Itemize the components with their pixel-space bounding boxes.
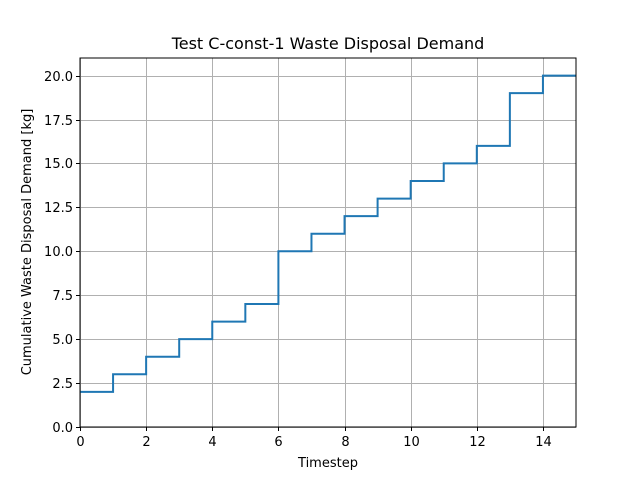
x-tick-label: 2 [142, 435, 150, 450]
x-tick-label: 4 [208, 435, 216, 450]
plot-frame [79, 57, 577, 428]
y-axis: 0.0 2.5 5.0 7.5 10.0 12.5 15.0 17.5 20.0 [44, 70, 80, 436]
y-tick-label: 5.0 [52, 333, 73, 348]
x-tick-label: 8 [341, 435, 349, 450]
y-tick-label: 17.5 [44, 114, 73, 129]
grid [80, 58, 576, 428]
x-tick-label: 6 [274, 435, 282, 450]
y-tick-label: 10.0 [44, 245, 73, 260]
y-tick-label: 15.0 [44, 157, 73, 172]
y-tick-label: 7.5 [52, 289, 73, 304]
series-group [80, 74, 576, 393]
x-axis: 0 2 4 6 8 10 12 14 [76, 427, 552, 450]
chart-title: Test C-const-1 Waste Disposal Demand [171, 34, 485, 53]
y-axis-label: Cumulative Waste Disposal Demand [kg] [20, 109, 35, 376]
y-tick-label: 2.5 [52, 377, 73, 392]
y-tick-label: 12.5 [44, 201, 73, 216]
series-line [80, 74, 576, 393]
y-tick-label: 20.0 [44, 70, 73, 85]
x-tick-label: 0 [76, 435, 84, 450]
x-tick-label: 12 [469, 435, 486, 450]
x-tick-label: 10 [403, 435, 420, 450]
x-tick-label: 14 [535, 435, 552, 450]
x-axis-label: Timestep [297, 456, 358, 471]
y-tick-label: 0.0 [52, 421, 73, 436]
